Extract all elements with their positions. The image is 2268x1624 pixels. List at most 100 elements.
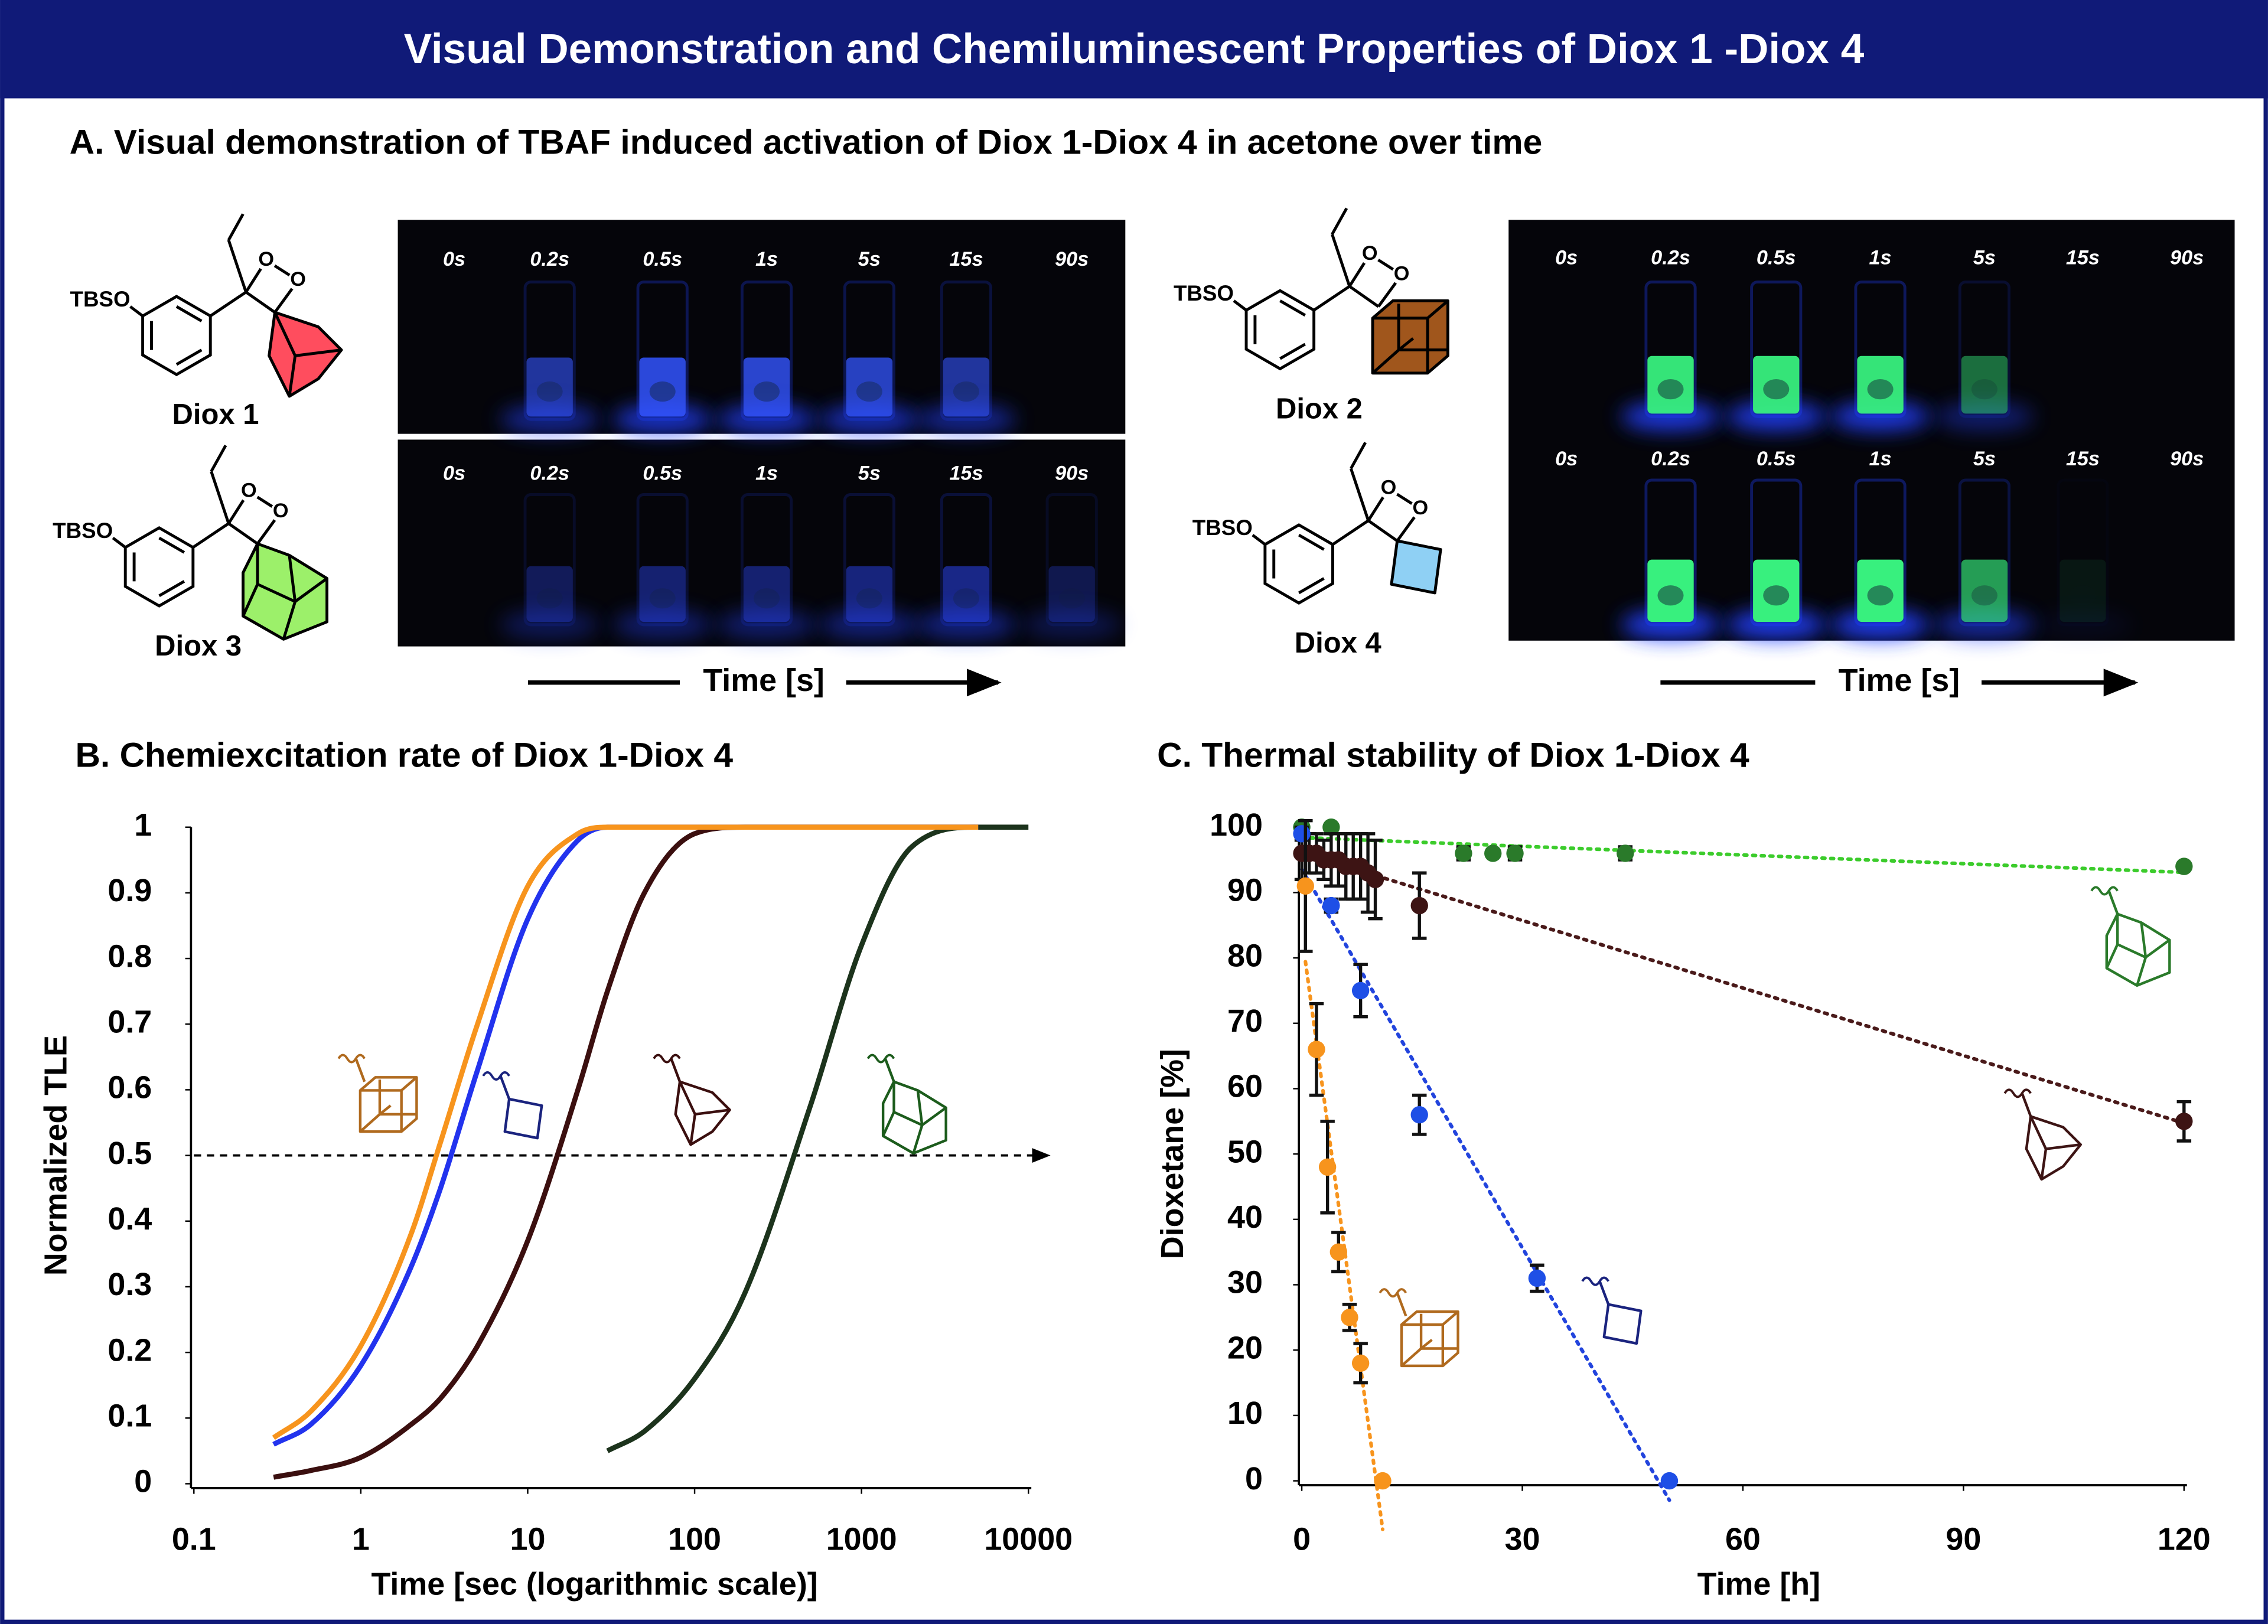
bond (2021, 1093, 2032, 1117)
time-label: 1s (755, 248, 778, 270)
y-tick-label: 100 (1210, 807, 1263, 843)
vial-core (1657, 585, 1684, 606)
vial-glow (1022, 610, 1121, 640)
bond (2045, 1143, 2081, 1150)
y-axis-label: Dioxetane [%] (1155, 1049, 1190, 1259)
data-point (1374, 1472, 1392, 1490)
vial-liquid (943, 357, 990, 417)
x-tick-label: 120 (2158, 1522, 2211, 1557)
vial-core (649, 588, 676, 609)
bond (1442, 1310, 1459, 1326)
time-label: 0.2s (1651, 448, 1690, 470)
vial-glow (717, 610, 816, 640)
vial-liquid (846, 566, 893, 622)
vial-core (2070, 585, 2096, 606)
trend-line (1299, 867, 1671, 1502)
vial-glow (613, 610, 712, 640)
atom-bg (1391, 265, 1412, 285)
bond (288, 555, 297, 602)
vial-core (953, 381, 979, 402)
data-point (1322, 818, 1340, 836)
time-label: 0.5s (1757, 448, 1796, 470)
vial-core (1657, 379, 1684, 400)
y-tick-label: 0 (1245, 1461, 1263, 1496)
time-label: 90s (2170, 246, 2204, 269)
atom: O (1413, 497, 1429, 519)
vial-liquid (1753, 356, 1800, 414)
vial-liquid (639, 357, 686, 417)
vial-liquid (639, 566, 686, 622)
y-tick-label: 10 (1227, 1395, 1263, 1431)
atom: O (1394, 262, 1410, 285)
x-tick-label: 100 (668, 1522, 721, 1557)
vial-glow (2034, 610, 2132, 640)
bond (916, 1090, 924, 1126)
vial-glow (1831, 610, 1930, 640)
bond (295, 348, 342, 357)
bond (273, 311, 296, 357)
bond (1400, 1347, 1422, 1367)
bond (1348, 285, 1380, 308)
bond (1313, 285, 1351, 312)
bond (288, 356, 297, 397)
bond (400, 1076, 418, 1092)
data-point (1308, 1041, 1325, 1058)
trend-line (1299, 851, 2186, 1125)
y-tick-label: 90 (1227, 873, 1263, 908)
bond (354, 1058, 366, 1082)
bond (2105, 944, 2119, 969)
bond (2040, 1149, 2048, 1180)
vial-glow (1935, 402, 2034, 431)
ring-fragment (1602, 1303, 1643, 1345)
atom-bg (1360, 244, 1380, 265)
ring-fragment (503, 1097, 543, 1140)
compound-label: Diox 4 (1295, 627, 1381, 659)
bond (209, 291, 247, 318)
bond (175, 305, 203, 322)
vial (1045, 493, 1098, 627)
y-tick-label: 40 (1227, 1199, 1263, 1235)
data-point (2175, 1113, 2193, 1130)
chart-title: B. Chemiexcitation rate of Diox 1-Diox 4 (75, 736, 733, 775)
atom-bg (271, 501, 291, 523)
data-point (1506, 844, 1524, 862)
vial-glow (500, 405, 599, 434)
bond (1598, 1280, 1610, 1305)
data-point (1455, 844, 1472, 862)
ring-fragment (242, 542, 329, 641)
bond (1298, 577, 1325, 595)
bond (1426, 299, 1449, 319)
data-point (1329, 1243, 1347, 1261)
vial-liquid (1961, 356, 2008, 414)
bond (1298, 533, 1325, 551)
time-label: 0.5s (643, 462, 682, 484)
bond (884, 1058, 895, 1082)
curve (606, 824, 1029, 1453)
bond (245, 291, 276, 314)
atom-bg (1378, 478, 1399, 499)
vial-glow (1727, 610, 1826, 640)
vial-glow (1621, 402, 1720, 431)
atom-bg (288, 270, 308, 291)
time-label: 90s (2170, 448, 2204, 470)
bond (1331, 233, 1351, 287)
x-tick-label: 10000 (984, 1522, 1073, 1557)
x-tick-label: 60 (1725, 1522, 1761, 1557)
atom: O (273, 500, 289, 522)
wavy-bond (337, 1054, 366, 1064)
vial-glow (1727, 402, 1826, 431)
bond (379, 1104, 392, 1116)
bond (210, 445, 227, 472)
bond (129, 305, 144, 318)
time-label: 0.5s (1757, 246, 1796, 269)
wavy-bond (2003, 1088, 2032, 1098)
bond (499, 1075, 511, 1100)
vial-core (1971, 379, 1997, 400)
bond (679, 1081, 696, 1115)
data-point (1484, 844, 1502, 862)
bond (2117, 943, 2146, 959)
bond (359, 1113, 381, 1133)
time-label: 5s (1973, 448, 1996, 470)
y-tick-label: 50 (1227, 1134, 1263, 1169)
